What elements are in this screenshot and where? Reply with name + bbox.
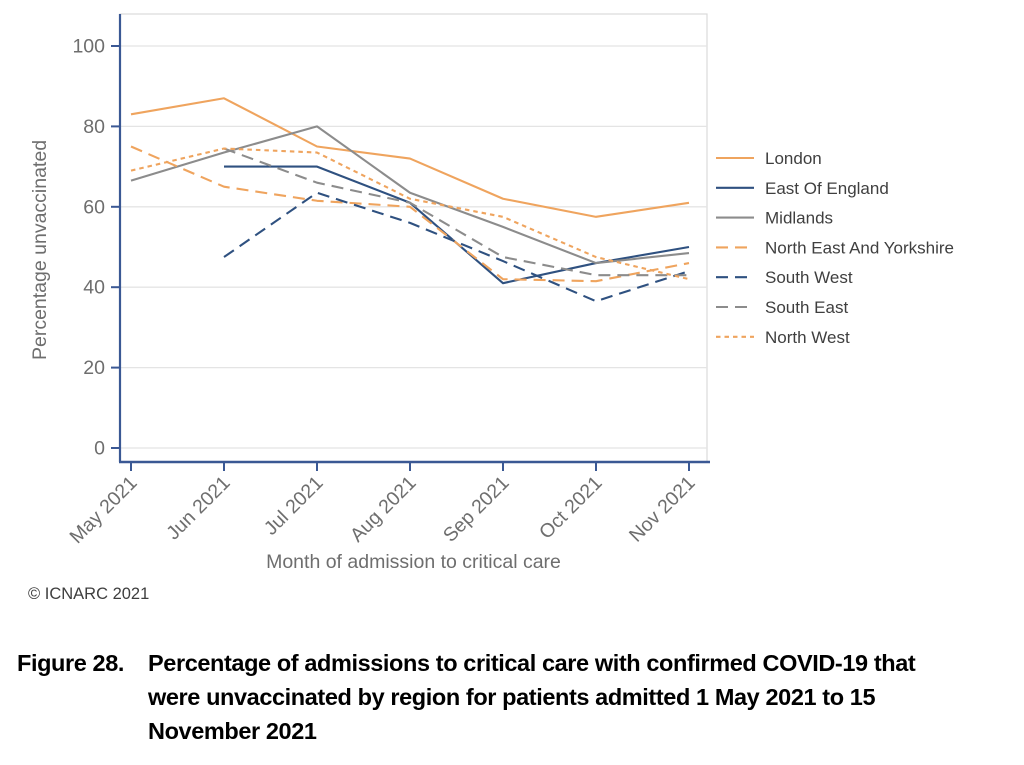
legend-label: South East — [765, 298, 848, 317]
series-line-midlands — [130, 125, 690, 265]
y-tick-label: 60 — [83, 196, 105, 218]
x-tick-label: Oct 2021 — [535, 472, 607, 544]
legend: London East Of England Midlands North East … — [716, 149, 954, 347]
legend-item-midlands: Midlands — [716, 209, 833, 228]
y-tick-label: 100 — [72, 36, 105, 58]
legend-label: London — [765, 149, 822, 168]
figure-28-chart: 0 20 40 60 80 100 May 2021 Jun 2021 Jul 2021 Aug … — [28, 13, 954, 603]
series-line-south-east — [223, 147, 689, 277]
series-line-east-of-england — [224, 165, 690, 285]
x-axis-title: Month of admission to critical care — [266, 551, 561, 573]
figure-caption-label: Figure 28. — [17, 650, 125, 676]
figure-caption-text: Percentage of admissions to critical car… — [148, 646, 916, 748]
chart-canvas: 0 20 40 60 80 100 May 2021 Jun 2021 Jul 2021 Aug … — [28, 13, 954, 603]
x-tick-label: Aug 2021 — [346, 472, 421, 547]
y-axis-title: Percentage unvaccinated — [29, 140, 51, 360]
legend-item-north-west: North West — [716, 328, 850, 347]
legend-item-london: London — [716, 149, 822, 168]
y-tick-label: 40 — [83, 277, 105, 299]
x-tick-label: Nov 2021 — [625, 472, 700, 547]
legend-item-south-west: South West — [716, 268, 853, 287]
plot-border — [119, 13, 708, 463]
legend-item-east-of-england: East Of England — [716, 179, 889, 198]
series-line-north-west — [130, 147, 690, 281]
legend-item-south-east: South East — [716, 298, 848, 317]
y-tick-label: 80 — [83, 116, 105, 138]
y-tick-label: 20 — [83, 357, 105, 379]
caption-line-1: Percentage of admissions to critical car… — [148, 650, 916, 676]
caption-line-2: were unvaccinated by region for patients… — [148, 684, 876, 710]
legend-label: East Of England — [765, 179, 889, 198]
series-line-north-east-and-yorkshire — [130, 145, 690, 283]
legend-label: South West — [765, 268, 853, 287]
x-tick-label: Jul 2021 — [260, 472, 328, 540]
x-tick-label: Sep 2021 — [439, 472, 514, 547]
legend-item-north-east-and-yorkshire: North East And Yorkshire — [716, 238, 954, 257]
copyright-text: © ICNARC 2021 — [28, 585, 149, 603]
x-tick-label: May 2021 — [65, 472, 141, 548]
figure-caption: Figure 28. Percentage of admissions to c… — [0, 646, 1024, 748]
caption-line-3: November 2021 — [148, 718, 317, 744]
legend-label: North East And Yorkshire — [765, 238, 954, 257]
legend-label: North West — [765, 328, 850, 347]
x-tick-label: Jun 2021 — [162, 472, 234, 544]
series-line-south-west — [223, 191, 690, 303]
y-tick-label: 0 — [94, 438, 105, 460]
series-line-london — [130, 97, 690, 218]
legend-label: Midlands — [765, 209, 833, 228]
